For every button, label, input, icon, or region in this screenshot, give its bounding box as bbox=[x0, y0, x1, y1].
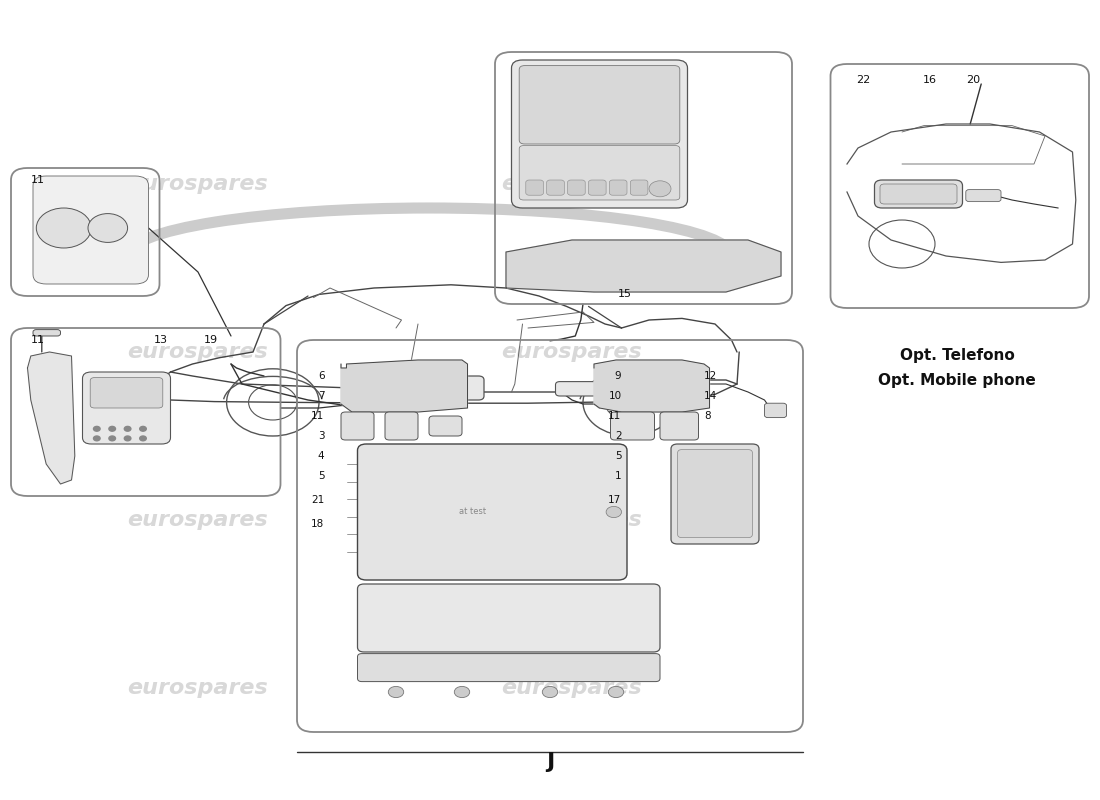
Polygon shape bbox=[594, 360, 710, 412]
FancyBboxPatch shape bbox=[764, 403, 786, 418]
Text: 2: 2 bbox=[615, 431, 622, 441]
FancyBboxPatch shape bbox=[568, 180, 585, 195]
Text: 13: 13 bbox=[154, 335, 168, 345]
Text: 14: 14 bbox=[704, 391, 717, 401]
Text: 21: 21 bbox=[311, 495, 324, 505]
FancyBboxPatch shape bbox=[966, 190, 1001, 202]
Text: 3: 3 bbox=[318, 431, 324, 441]
FancyBboxPatch shape bbox=[358, 584, 660, 652]
Text: 11: 11 bbox=[608, 411, 622, 421]
Text: 12: 12 bbox=[704, 371, 717, 381]
Text: 20: 20 bbox=[967, 75, 980, 85]
Text: eurospares: eurospares bbox=[502, 678, 642, 698]
Polygon shape bbox=[28, 352, 75, 484]
FancyBboxPatch shape bbox=[660, 412, 698, 440]
FancyBboxPatch shape bbox=[358, 654, 660, 682]
Circle shape bbox=[454, 686, 470, 698]
FancyBboxPatch shape bbox=[874, 180, 962, 208]
Polygon shape bbox=[506, 240, 781, 292]
FancyBboxPatch shape bbox=[526, 180, 543, 195]
FancyBboxPatch shape bbox=[358, 444, 627, 580]
FancyBboxPatch shape bbox=[630, 180, 648, 195]
Text: 16: 16 bbox=[923, 75, 936, 85]
Text: 18: 18 bbox=[311, 519, 324, 529]
Circle shape bbox=[124, 436, 131, 441]
Text: eurospares: eurospares bbox=[128, 174, 268, 194]
Circle shape bbox=[542, 686, 558, 698]
FancyBboxPatch shape bbox=[556, 382, 600, 396]
Text: Opt. Mobile phone: Opt. Mobile phone bbox=[878, 373, 1036, 387]
FancyBboxPatch shape bbox=[609, 180, 627, 195]
Circle shape bbox=[109, 426, 116, 431]
Circle shape bbox=[388, 686, 404, 698]
Text: 11: 11 bbox=[311, 411, 324, 421]
Text: eurospares: eurospares bbox=[502, 342, 642, 362]
FancyBboxPatch shape bbox=[33, 176, 148, 284]
Polygon shape bbox=[341, 360, 468, 412]
Text: 22: 22 bbox=[857, 75, 870, 85]
Circle shape bbox=[94, 426, 100, 431]
Text: 11: 11 bbox=[31, 335, 45, 345]
Text: eurospares: eurospares bbox=[502, 510, 642, 530]
Circle shape bbox=[88, 214, 128, 242]
Circle shape bbox=[606, 506, 621, 518]
Text: 6: 6 bbox=[318, 371, 324, 381]
Text: 15: 15 bbox=[618, 290, 631, 299]
FancyBboxPatch shape bbox=[512, 60, 688, 208]
Text: 7: 7 bbox=[318, 391, 324, 401]
Circle shape bbox=[36, 208, 91, 248]
Text: J: J bbox=[546, 752, 554, 771]
Circle shape bbox=[140, 436, 146, 441]
Text: eurospares: eurospares bbox=[128, 510, 268, 530]
Circle shape bbox=[109, 436, 116, 441]
Text: 10: 10 bbox=[608, 391, 622, 401]
Circle shape bbox=[608, 686, 624, 698]
Text: 1: 1 bbox=[615, 471, 622, 481]
Circle shape bbox=[140, 426, 146, 431]
Circle shape bbox=[124, 426, 131, 431]
FancyBboxPatch shape bbox=[880, 184, 957, 204]
FancyBboxPatch shape bbox=[90, 378, 163, 408]
Circle shape bbox=[649, 181, 671, 197]
Text: at test: at test bbox=[460, 507, 486, 517]
FancyBboxPatch shape bbox=[610, 412, 654, 440]
FancyBboxPatch shape bbox=[429, 416, 462, 436]
Text: 8: 8 bbox=[704, 411, 711, 421]
FancyBboxPatch shape bbox=[588, 180, 606, 195]
FancyBboxPatch shape bbox=[407, 376, 484, 400]
Text: eurospares: eurospares bbox=[128, 678, 268, 698]
FancyBboxPatch shape bbox=[82, 372, 170, 444]
Text: eurospares: eurospares bbox=[502, 174, 642, 194]
FancyBboxPatch shape bbox=[519, 146, 680, 200]
Text: 19: 19 bbox=[204, 335, 218, 345]
Text: Opt. Telefono: Opt. Telefono bbox=[900, 349, 1014, 363]
FancyBboxPatch shape bbox=[547, 180, 564, 195]
FancyBboxPatch shape bbox=[385, 412, 418, 440]
Text: 4: 4 bbox=[318, 451, 324, 461]
Circle shape bbox=[94, 436, 100, 441]
FancyBboxPatch shape bbox=[678, 450, 752, 538]
FancyBboxPatch shape bbox=[671, 444, 759, 544]
FancyBboxPatch shape bbox=[519, 66, 680, 144]
Text: 11: 11 bbox=[31, 175, 45, 185]
Text: 9: 9 bbox=[615, 371, 622, 381]
Text: 5: 5 bbox=[318, 471, 324, 481]
FancyBboxPatch shape bbox=[33, 330, 60, 336]
Text: eurospares: eurospares bbox=[128, 342, 268, 362]
Text: 5: 5 bbox=[615, 451, 622, 461]
FancyBboxPatch shape bbox=[341, 412, 374, 440]
Text: 17: 17 bbox=[608, 495, 622, 505]
